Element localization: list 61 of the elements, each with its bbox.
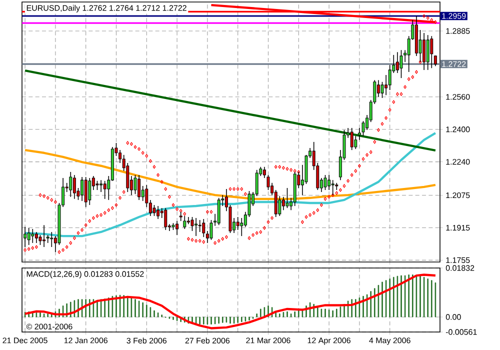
candlestick [164, 208, 168, 230]
y-tick-label: 1.2400 [446, 126, 470, 132]
candlestick [138, 174, 141, 200]
candlestick [274, 190, 278, 218]
candlestick [126, 162, 130, 192]
candlestick [88, 178, 92, 206]
x-tick-label: 12 Jan 2006 [64, 338, 108, 344]
candlestick [103, 180, 106, 200]
candlestick [434, 55, 437, 66]
ref-line-label: 1.2959 [442, 13, 466, 19]
candlestick [354, 136, 358, 150]
candlestick [34, 232, 38, 244]
candlestick [278, 196, 282, 216]
chart-title: MACD(12,26,9) 0.01283 0.01552 [26, 270, 144, 278]
candlestick [400, 50, 403, 78]
y-tick-label: 1.2240 [446, 158, 470, 165]
chart-title: EURUSD,Daily 1.2762 1.2764 1.2712 1.2722 [26, 4, 186, 12]
candlestick [72, 174, 76, 200]
candlestick [328, 174, 331, 190]
x-tick-label: 4 May 2006 [369, 338, 410, 345]
candlestick [183, 216, 186, 230]
candlestick [350, 128, 354, 150]
annotation: © 2001-2006 [26, 324, 72, 330]
candlestick [100, 180, 103, 192]
y-tick-label: 0.01832 [446, 265, 474, 271]
candlestick [50, 232, 54, 248]
y-tick-label: -0.00561 [446, 329, 477, 335]
candlestick [324, 174, 327, 190]
x-tick-label: 12 Apr 2006 [308, 338, 350, 345]
y-tick-label: 0.00 [446, 314, 461, 320]
y-tick-label: 1.2560 [446, 94, 470, 100]
candlestick [282, 196, 285, 210]
candlestick [396, 52, 399, 74]
y-tick-label: 1.2885 [446, 28, 470, 34]
candlestick [430, 36, 434, 69]
candlestick [31, 228, 34, 244]
x-tick-label: 21 Mar 2006 [246, 338, 290, 344]
candlestick [96, 180, 99, 190]
candlestick [84, 176, 88, 208]
candlestick [27, 228, 30, 246]
candlestick [331, 180, 334, 196]
candlestick [176, 220, 179, 236]
candlestick [286, 188, 289, 208]
candlestick [240, 218, 244, 236]
x-tick-label: 21 Dec 2005 [2, 338, 48, 344]
candlestick [156, 206, 160, 220]
candlestick [422, 32, 426, 70]
x-tick-label: 3 Feb 2006 [126, 338, 167, 344]
ref-line-label: 1.2722 [442, 61, 466, 67]
candlestick [69, 172, 72, 198]
candlestick [426, 34, 430, 70]
candlestick [202, 218, 206, 238]
candlestick [217, 198, 220, 226]
y-tick-label: 1.1755 [446, 257, 470, 263]
candlestick [42, 224, 46, 248]
x-tick-label: 27 Feb 2006 [185, 338, 230, 344]
candlestick [194, 218, 198, 236]
candlestick [80, 176, 84, 202]
y-tick-label: 1.1915 [446, 224, 470, 231]
candlestick [152, 204, 156, 216]
y-tick-label: 1.2075 [446, 192, 470, 198]
